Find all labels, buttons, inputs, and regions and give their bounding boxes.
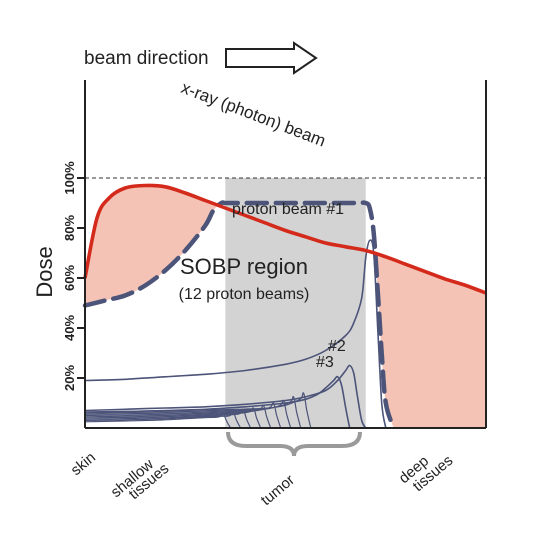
proton-beam-2-curve <box>84 364 367 429</box>
beam-direction-label: beam direction <box>84 48 209 69</box>
x-label-skin: skin <box>68 449 99 479</box>
proton-beam-small-12-curve <box>84 392 312 429</box>
xray-curve <box>83 183 487 295</box>
x-label-tumor: tumor <box>258 471 298 509</box>
proton-beam-small-6-curve <box>84 409 252 429</box>
peak-label-3: #3 <box>316 354 334 371</box>
proton-beam-small-11-curve <box>84 395 302 429</box>
proton-curves <box>84 239 387 429</box>
y-tick-label-60: 60% <box>62 265 77 291</box>
y-tick-label-40: 40% <box>62 315 77 341</box>
sobp-region-sublabel: (12 proton beams) <box>179 286 310 303</box>
y-ticks: 20% 40% 60% 80% 100% <box>62 161 85 391</box>
y-tick-label-20: 20% <box>62 365 77 391</box>
xray-beam-label: x-ray (photon) beam <box>179 78 329 151</box>
proton-beam-1-label: proton beam #1 <box>232 201 344 218</box>
sobp-region-label: SOBP region <box>180 254 308 279</box>
beam-direction-arrow-icon <box>225 41 318 75</box>
sobp-curve <box>82 200 397 431</box>
tumor-brace <box>226 431 362 457</box>
proton-beam-small-4-curve <box>84 413 232 429</box>
peak-label-2: #2 <box>328 338 346 355</box>
y-tick-label-80: 80% <box>62 215 77 241</box>
proton-beam-small-5-curve <box>84 412 242 429</box>
proton-beam-1-curve <box>84 239 387 429</box>
y-tick-label-100: 100% <box>62 161 77 195</box>
y-axis-label: Dose <box>32 246 57 297</box>
